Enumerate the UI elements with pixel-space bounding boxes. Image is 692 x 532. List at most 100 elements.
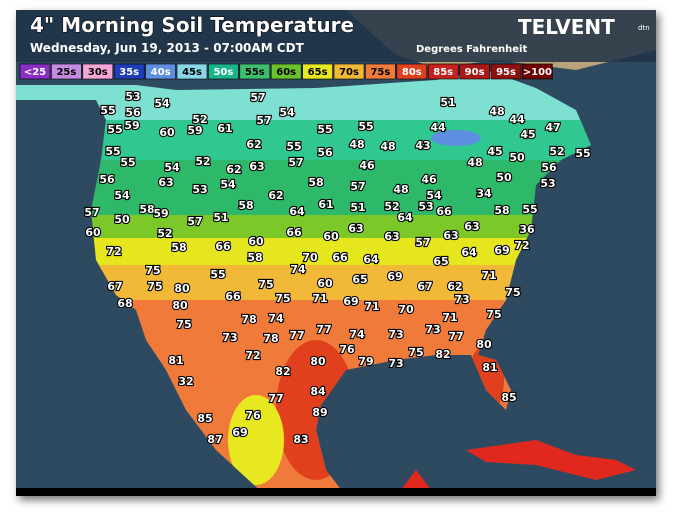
station-temp: 71 [364,300,379,313]
legend-swatch [333,63,365,80]
station-temp: 58 [238,199,253,212]
station-temp: 74 [290,263,306,276]
legend-label: >100 [523,67,552,78]
station-temp: 77 [448,330,463,343]
station-temp: 80 [172,299,188,312]
station-temp: 82 [435,348,450,361]
legend-label: 85s [433,67,453,78]
station-temp: 54 [114,189,130,202]
station-temp: 52 [192,113,207,126]
station-temp: 63 [158,176,173,189]
station-temp: 57 [350,180,365,193]
station-temp: 57 [256,114,271,127]
station-temp: 85 [197,412,212,425]
station-temp: 84 [310,385,326,398]
legend-swatch [490,63,522,80]
station-temp: 55 [575,147,590,160]
station-temp: 53 [125,90,140,103]
station-temp: 87 [207,433,222,446]
station-temp: 50 [496,171,512,184]
legend-label: 55s [245,67,265,78]
station-temp: 76 [245,409,261,422]
cold-spot [431,130,481,146]
station-temp: 56 [541,161,557,174]
legend-swatch [427,63,459,80]
station-temp: 57 [187,215,202,228]
station-temp: 57 [288,156,303,169]
station-temp: 69 [494,244,509,257]
station-temp: 51 [213,211,228,224]
legend-label: 35s [119,67,139,78]
station-temp: 80 [310,355,326,368]
station-temp: 73 [388,328,403,341]
station-temp: 48 [489,105,504,118]
station-temp: 52 [157,227,172,240]
station-temp: 52 [384,200,399,213]
station-temp: 60 [248,235,264,248]
station-temp: 63 [249,160,264,173]
bottom-bar [16,488,656,496]
station-temp: 66 [332,251,348,264]
station-temp: 57 [415,236,430,249]
station-temp: 65 [433,255,448,268]
station-temp: 43 [415,139,430,152]
station-temp: 75 [176,318,191,331]
map: 4" Morning Soil Temperature Wednesday, J… [16,10,656,496]
station-temp: 69 [232,426,247,439]
station-temp: 54 [154,97,170,110]
title: 4" Morning Soil Temperature [30,13,354,37]
station-temp: 54 [279,106,295,119]
station-temp: 63 [348,222,363,235]
station-temp: 63 [384,230,399,243]
station-temp: 73 [425,323,440,336]
station-temp: 82 [275,365,290,378]
legend-label: 40s [151,67,171,78]
legend-label: 60s [276,67,296,78]
station-temp: 72 [245,349,260,362]
station-temp: 70 [302,251,318,264]
station-temp: 50 [509,151,525,164]
station-temp: 75 [505,286,520,299]
station-temp: 61 [217,122,232,135]
station-temp: 55 [107,123,122,136]
station-temp: 76 [339,343,355,356]
station-temp: 66 [436,205,452,218]
station-temp: 55 [317,123,332,136]
station-temp: 83 [293,433,308,446]
station-temp: 74 [349,328,365,341]
station-temp: 55 [210,268,225,281]
station-temp: 60 [317,277,333,290]
station-temp: 63 [443,229,458,242]
station-temp: 58 [247,251,262,264]
station-temp: 78 [263,332,278,345]
station-temp: 54 [426,189,442,202]
station-temp: 75 [147,280,162,293]
station-temp: 66 [215,240,231,253]
legend-swatch [19,63,51,80]
station-temp: 75 [275,292,290,305]
station-temp: 53 [192,183,207,196]
legend: <25 25s 30s 35s 40s 45s 50s 55s 60s 65s 70s 75s 80s 8… [19,63,553,80]
station-temp: 32 [178,375,193,388]
station-temp: 51 [350,201,365,214]
station-temp: 44 [430,121,446,134]
legend-swatch [270,63,302,80]
station-temp: 62 [447,280,462,293]
station-temp: 61 [318,198,333,211]
station-temp: 55 [522,203,537,216]
station-temp: 55 [358,120,373,133]
legend-swatch [365,63,396,80]
station-temp: 67 [107,280,122,293]
station-temp: 58 [494,204,509,217]
station-temp: 57 [250,91,265,104]
legend-swatch [82,63,114,80]
station-temp: 75 [486,308,501,321]
station-temp: 75 [408,346,423,359]
station-temp: 75 [145,264,160,277]
legend-label: 45s [182,67,202,78]
legend-label: 70s [339,67,359,78]
station-temp: 59 [153,207,168,220]
units: Degrees Fahrenheit [416,44,527,55]
legend-swatch [396,63,428,80]
station-temp: 81 [482,361,497,374]
